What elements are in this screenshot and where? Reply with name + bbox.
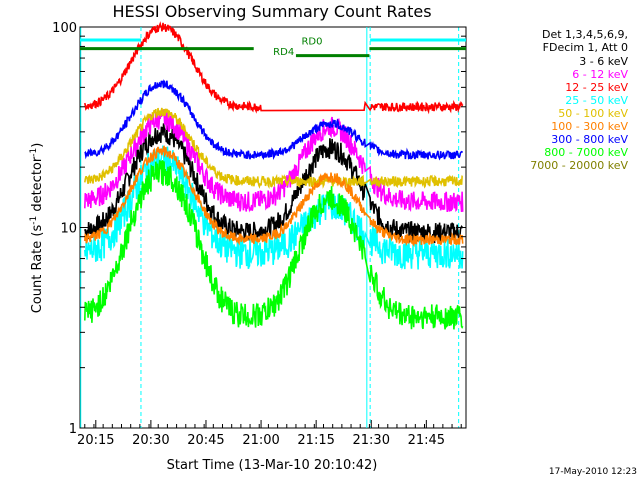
- legend-entry-5: 100 - 300 keV: [551, 120, 628, 133]
- series-line-7: [84, 160, 464, 330]
- series-4: [84, 107, 463, 189]
- x-tick-label-4: 21:15: [297, 433, 334, 448]
- y-tick-label-2: 100: [52, 21, 77, 36]
- series-line-6: [84, 79, 464, 161]
- legend-entry-2: 12 - 25 keV: [565, 81, 628, 94]
- state-label-1: RD4: [273, 47, 294, 58]
- x-tick-label-5: 21:30: [353, 433, 390, 448]
- state-label-0: RD0: [301, 36, 322, 47]
- series-line-0: [84, 123, 464, 244]
- y-axis: 1 10 100: [52, 21, 466, 437]
- y-tick-label-1: 10: [60, 222, 77, 237]
- legend-entry-1: 6 - 12 keV: [572, 68, 628, 81]
- y-axis-label: Count Rate (s-1 detector-1): [29, 143, 45, 314]
- x-axis-label: Start Time (13-Mar-10 20:10:42): [167, 458, 378, 473]
- series-line-5: [84, 145, 464, 248]
- y-tick-label-0: 1: [69, 422, 77, 437]
- legend-entry-6: 300 - 800 keV: [551, 133, 628, 146]
- legend-header-0: Det 1,3,4,5,6,9,: [542, 28, 628, 41]
- series-1: [84, 109, 464, 213]
- legend-header-1: FDecim 1, Att 0: [543, 41, 628, 54]
- legend-entry-4: 50 - 100 keV: [558, 107, 628, 120]
- legend-entry-8: 7000 - 20000 keV: [530, 159, 628, 172]
- series-2: [84, 21, 464, 115]
- x-tick-label-6: 21:45: [408, 433, 445, 448]
- series-5: [84, 145, 464, 248]
- x-tick-label-2: 20:45: [187, 433, 224, 448]
- x-tick-label-3: 21:00: [242, 433, 279, 448]
- chart-title: HESSI Observing Summary Count Rates: [112, 2, 431, 21]
- legend-entry-0: 3 - 6 keV: [579, 55, 628, 68]
- series-line-4: [84, 107, 463, 189]
- footer-timestamp: 17-May-2010 12:23: [549, 467, 637, 477]
- series-line-1: [84, 109, 464, 213]
- x-tick-label-1: 20:30: [132, 433, 169, 448]
- legend-entry-7: 800 - 7000 keV: [544, 146, 628, 159]
- legend: Det 1,3,4,5,6,9,FDecim 1, Att 03 - 6 keV…: [530, 28, 628, 172]
- plot-area: RD0 RD4: [79, 21, 467, 429]
- series-0: [84, 123, 464, 244]
- series-7: [84, 160, 464, 330]
- series-line-2: [84, 21, 464, 115]
- x-tick-label-0: 20:15: [77, 433, 114, 448]
- x-axis: 20:15 20:30 20:45 21:00 21:15 21:30 21:45: [77, 420, 462, 448]
- legend-entry-3: 25 - 50 keV: [565, 94, 628, 107]
- series-6: [84, 79, 464, 161]
